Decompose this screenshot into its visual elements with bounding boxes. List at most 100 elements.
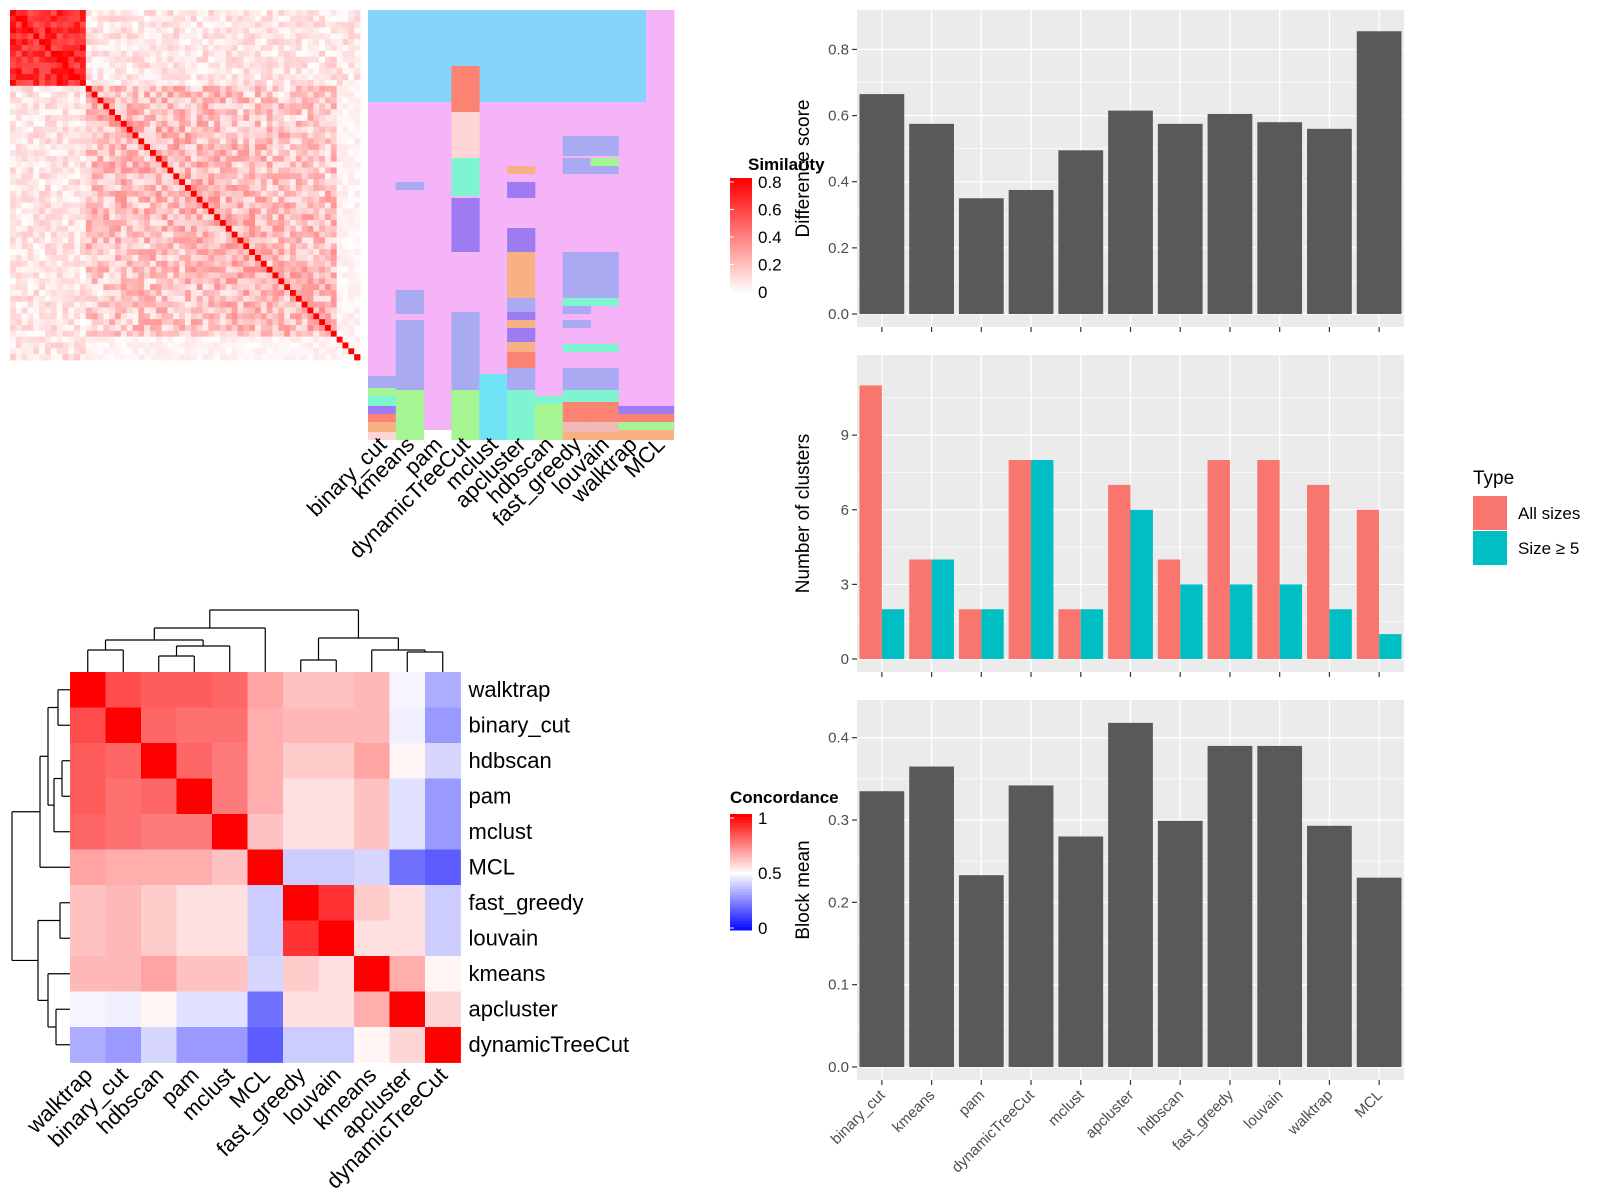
similarity-cell <box>290 85 297 93</box>
similarity-cell <box>33 284 40 291</box>
similarity-cell <box>33 266 40 273</box>
concordance-legend-gradient <box>730 927 752 931</box>
concordance-cell <box>389 956 426 992</box>
similarity-cell <box>74 115 81 122</box>
similarity-cell <box>225 161 233 168</box>
similarity-cell <box>85 208 93 215</box>
similarity-cell <box>39 56 46 63</box>
similarity-cell <box>301 243 308 250</box>
similarity-cell <box>115 208 122 215</box>
concordance-cell <box>247 956 284 992</box>
similarity-cell <box>97 348 104 355</box>
similarity-cell <box>97 330 104 338</box>
similarity-cell <box>132 208 139 215</box>
similarity-cell <box>348 185 355 192</box>
similarity-cell <box>266 144 273 151</box>
bar-walktrap <box>1307 128 1352 314</box>
similarity-cell <box>120 91 128 98</box>
similarity-cell <box>155 132 163 139</box>
similarity-cell <box>62 27 69 34</box>
similarity-cell <box>56 120 63 128</box>
concordance-legend-gradient <box>730 814 752 818</box>
similarity-cell <box>68 237 75 244</box>
similarity-cell <box>313 342 320 349</box>
similarity-cell <box>91 260 98 268</box>
similarity-cell <box>39 155 46 163</box>
similarity-cell <box>295 354 303 361</box>
similarity-cell <box>167 120 174 128</box>
similarity-cell <box>330 196 338 203</box>
similarity-cell <box>336 103 343 110</box>
concordance-cell <box>105 672 142 708</box>
similarity-cell <box>342 185 349 192</box>
similarity-cell <box>185 39 192 46</box>
similarity-cell <box>336 126 343 133</box>
similarity-cell <box>150 266 157 273</box>
similarity-cell <box>307 330 314 338</box>
similarity-cell <box>284 231 291 238</box>
similarity-cell <box>103 27 110 34</box>
similarity-cell <box>220 231 227 238</box>
similarity-cell <box>173 290 180 297</box>
similarity-cell <box>74 284 81 291</box>
similarity-cell <box>85 290 93 297</box>
similarity-cell <box>342 336 349 343</box>
similarity-cell <box>290 185 297 192</box>
similarity-cell <box>85 115 93 122</box>
similarity-cell <box>21 103 28 110</box>
similarity-cell <box>266 103 273 110</box>
similarity-cell <box>295 190 303 198</box>
similarity-cell <box>325 225 332 233</box>
similarity-cell <box>85 214 93 221</box>
similarity-cell <box>68 144 75 151</box>
similarity-cell <box>284 313 291 320</box>
similarity-cell <box>10 91 17 98</box>
concordance-cell <box>354 885 390 921</box>
similarity-cell <box>45 15 52 23</box>
similarity-cell <box>56 325 63 332</box>
similarity-cell <box>167 56 174 63</box>
similarity-cell <box>295 319 303 326</box>
similarity-cell <box>103 103 110 110</box>
bar-MCL-all-sizes <box>1356 509 1380 659</box>
similarity-cell <box>45 50 52 58</box>
similarity-cell <box>115 15 122 23</box>
similarity-cell <box>290 255 297 262</box>
similarity-cell <box>132 348 139 355</box>
similarity-cell <box>155 173 163 180</box>
similarity-cell <box>155 301 163 308</box>
concordance-cell <box>247 849 284 886</box>
similarity-cell <box>56 62 63 69</box>
similarity-cell <box>190 313 198 320</box>
similarity-cell <box>266 220 273 227</box>
concordance-cell <box>212 885 248 921</box>
class-cell <box>590 252 619 298</box>
similarity-cell <box>132 33 139 40</box>
similarity-cell <box>220 290 227 297</box>
similarity-cell <box>208 348 215 355</box>
similarity-cell <box>173 56 180 63</box>
similarity-cell <box>307 325 314 332</box>
similarity-cell <box>167 173 174 180</box>
bar-louvain <box>1257 745 1303 1067</box>
similarity-cell <box>284 150 291 157</box>
similarity-cell <box>202 208 209 215</box>
similarity-cell <box>27 290 34 297</box>
similarity-cell <box>342 278 349 285</box>
similarity-cell <box>109 301 116 308</box>
similarity-cell <box>144 27 151 34</box>
similarity-cell <box>225 272 233 279</box>
similarity-cell <box>150 109 157 116</box>
similarity-cell <box>15 62 23 69</box>
similarity-cell <box>278 284 285 291</box>
similarity-cell <box>109 132 116 139</box>
similarity-cell <box>307 290 314 297</box>
similarity-cell <box>138 295 145 303</box>
similarity-cell <box>179 237 186 244</box>
similarity-legend-gradient <box>730 226 752 230</box>
similarity-cell <box>45 330 52 338</box>
similarity-cell <box>132 196 139 203</box>
similarity-cell <box>185 313 192 320</box>
similarity-cell <box>313 196 320 203</box>
similarity-cell <box>354 74 361 81</box>
